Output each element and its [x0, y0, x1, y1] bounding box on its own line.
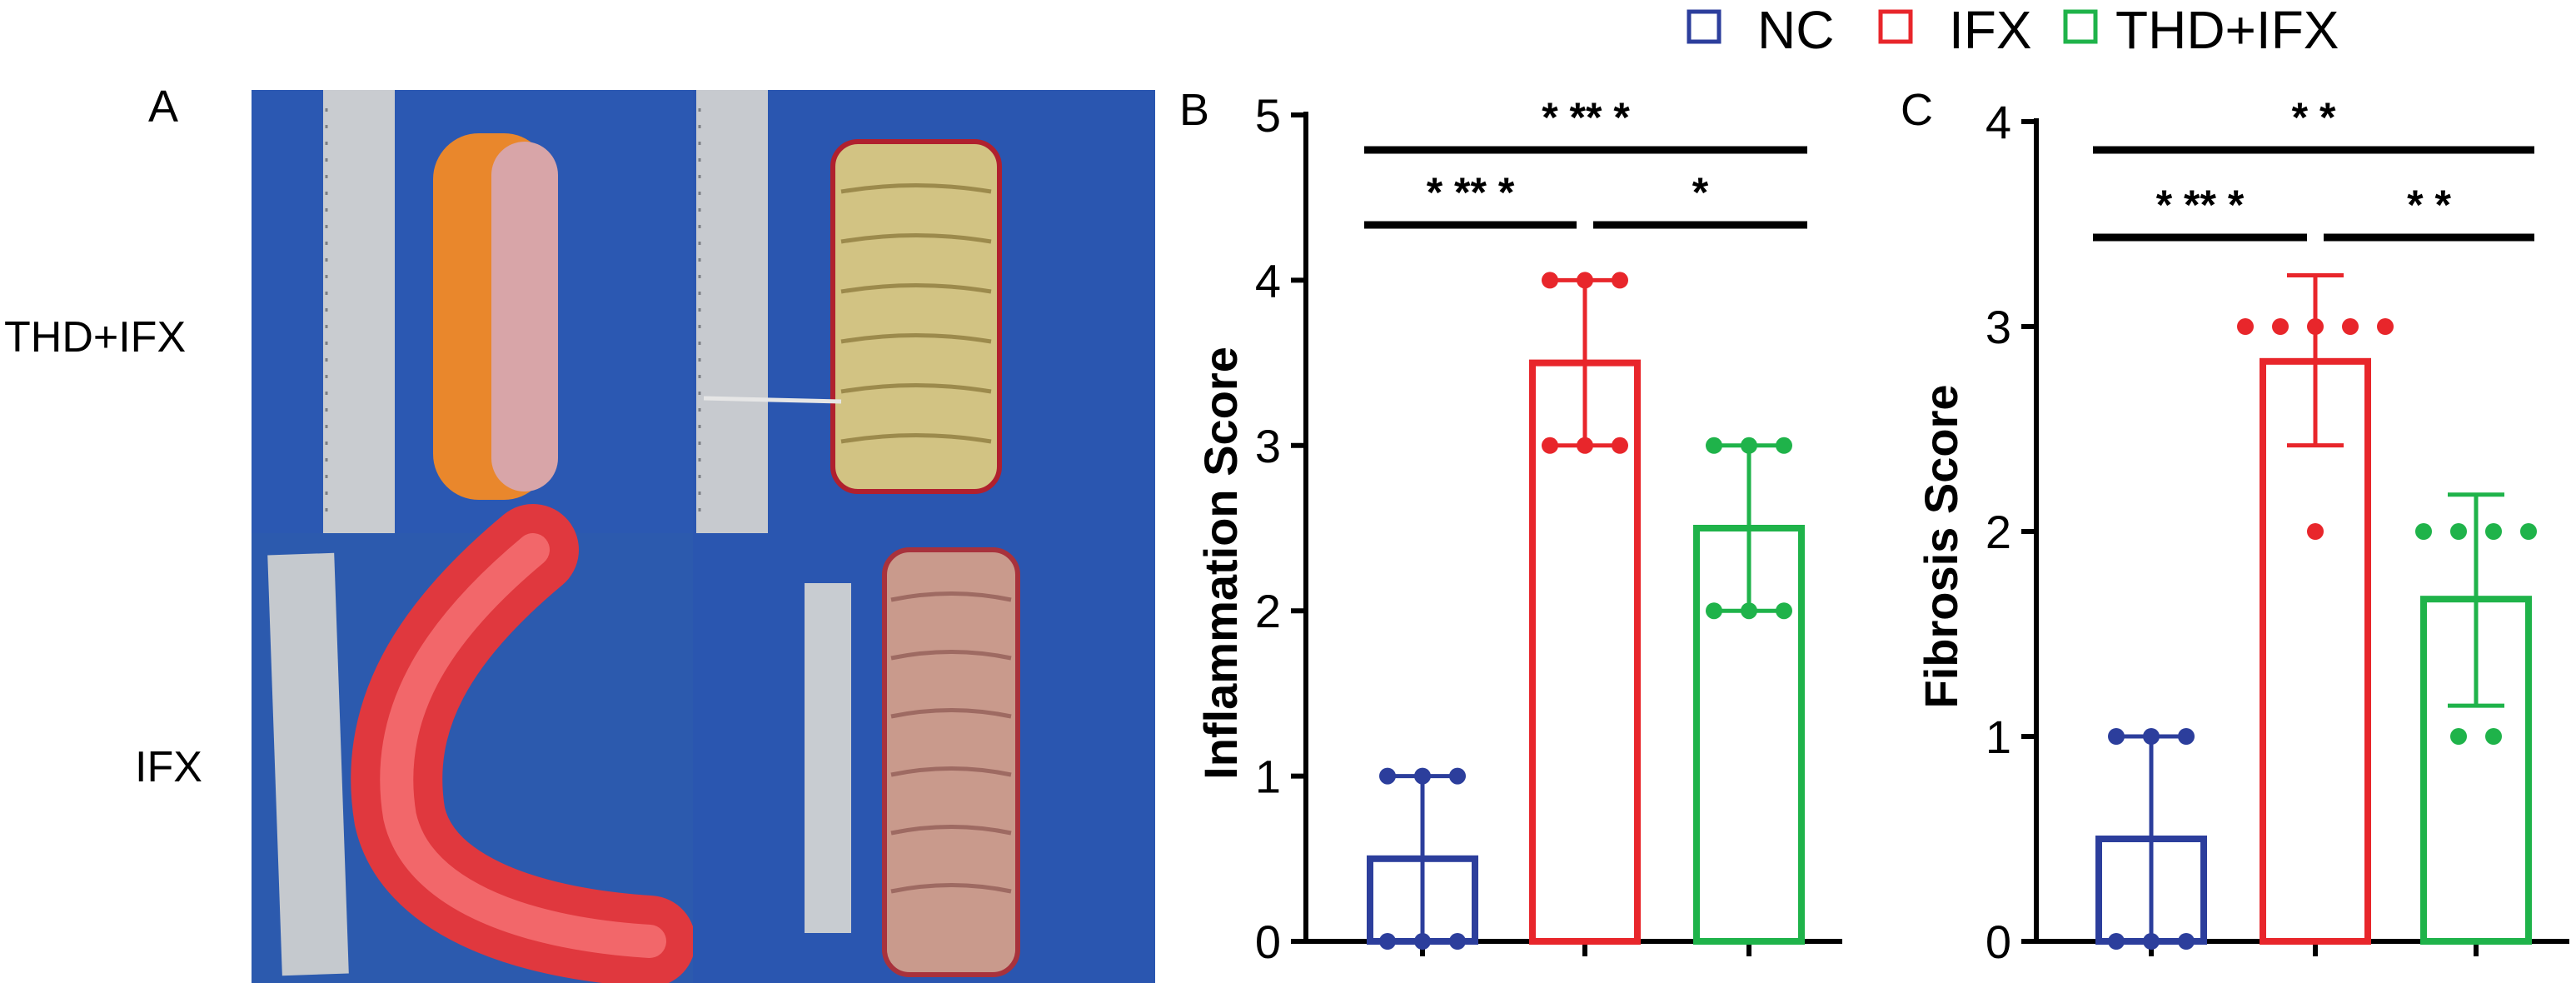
y-axis-label: Fibrosis Score — [1915, 384, 1967, 708]
ruler-image — [267, 552, 349, 976]
data-point — [2520, 523, 2537, 540]
y-tick-label: 2 — [1986, 506, 2011, 558]
photo-thd-ifx-intact — [252, 90, 693, 533]
y-tick-label: 3 — [1255, 420, 1281, 472]
legend-label-ifx: IFX — [1949, 0, 2032, 60]
y-tick-label: 4 — [1255, 254, 1281, 307]
panel-a: A THD+IFX IFX — [4, 82, 1155, 983]
y-tick-label: 1 — [1986, 711, 2011, 763]
y-tick-label: 0 — [1986, 916, 2011, 968]
data-point — [1414, 767, 1431, 785]
data-point — [2178, 933, 2195, 950]
photo-ifx-opened — [693, 533, 1155, 983]
data-point — [1379, 767, 1396, 785]
data-point — [2108, 728, 2125, 745]
data-point — [2450, 728, 2467, 745]
data-point — [1449, 767, 1466, 785]
legend-label-thd-ifx: THD+IFX — [2115, 0, 2339, 60]
data-point — [2178, 728, 2195, 745]
data-point — [2485, 728, 2502, 745]
data-point — [2342, 318, 2359, 335]
panel-c-letter: C — [1901, 85, 1933, 135]
data-point — [1379, 933, 1396, 950]
ruler-image — [323, 90, 395, 533]
significance-label: * ** * — [1427, 169, 1515, 216]
data-point — [2307, 523, 2324, 540]
y-axis-label: Inflammation Score — [1194, 347, 1247, 780]
significance-label: * * — [2292, 94, 2336, 141]
data-point — [1706, 437, 1722, 454]
data-point — [2485, 523, 2502, 540]
panel-a-letter: A — [148, 82, 178, 132]
data-point — [1449, 933, 1466, 950]
significance-label: * — [1692, 169, 1709, 216]
y-tick-label: 5 — [1255, 89, 1281, 142]
significance-label: * ** * — [2156, 182, 2245, 228]
significance-label: * ** * — [1542, 94, 1630, 141]
data-point — [1577, 437, 1593, 454]
data-point — [1542, 437, 1558, 454]
chart-inflammation: B Inflammation Score 0 1 2 3 4 5 * ** * * ** * * — [1179, 85, 1842, 968]
data-point — [1741, 602, 1757, 620]
data-point — [1706, 602, 1722, 620]
row-label-thd-ifx: THD+IFX — [4, 313, 186, 362]
data-point — [1612, 272, 1628, 289]
data-point — [2108, 933, 2125, 950]
y-tick-label: 2 — [1255, 585, 1281, 637]
data-point — [2307, 318, 2324, 335]
data-point — [2450, 523, 2467, 540]
legend-swatch-ifx — [1878, 9, 1913, 44]
data-point — [2415, 523, 2432, 540]
data-point — [1542, 272, 1558, 289]
data-point — [1414, 933, 1431, 950]
data-point — [2143, 728, 2160, 745]
photo-ifx-intact — [252, 504, 695, 983]
significance-label: * * — [2407, 182, 2451, 228]
legend-swatch-thd-ifx — [2063, 9, 2098, 44]
photo-thd-ifx-opened — [693, 90, 1155, 533]
data-point — [2143, 933, 2160, 950]
row-label-ifx: IFX — [135, 743, 202, 791]
data-point — [2377, 318, 2394, 335]
data-point — [2272, 318, 2289, 335]
ruler-image — [805, 583, 851, 933]
y-tick-label: 3 — [1986, 301, 2011, 353]
opened-colon-image — [833, 142, 999, 492]
data-point — [1776, 602, 1792, 620]
legend-label-nc: NC — [1757, 0, 1834, 60]
data-point — [1577, 272, 1593, 289]
y-tick-label: 0 — [1255, 916, 1281, 968]
bar-ifx — [2260, 357, 2371, 945]
opened-colon-image — [884, 550, 1018, 975]
y-tick-label: 1 — [1255, 751, 1281, 803]
y-tick-label: 4 — [1986, 96, 2011, 148]
data-point — [1612, 437, 1628, 454]
legend: NC IFX THD+IFX — [1687, 0, 2339, 60]
ruler-image — [696, 90, 768, 533]
panel-b-letter: B — [1179, 85, 1209, 135]
data-point — [1741, 437, 1757, 454]
legend-swatch-nc — [1687, 9, 1721, 44]
data-point — [2237, 318, 2254, 335]
data-point — [1776, 437, 1792, 454]
